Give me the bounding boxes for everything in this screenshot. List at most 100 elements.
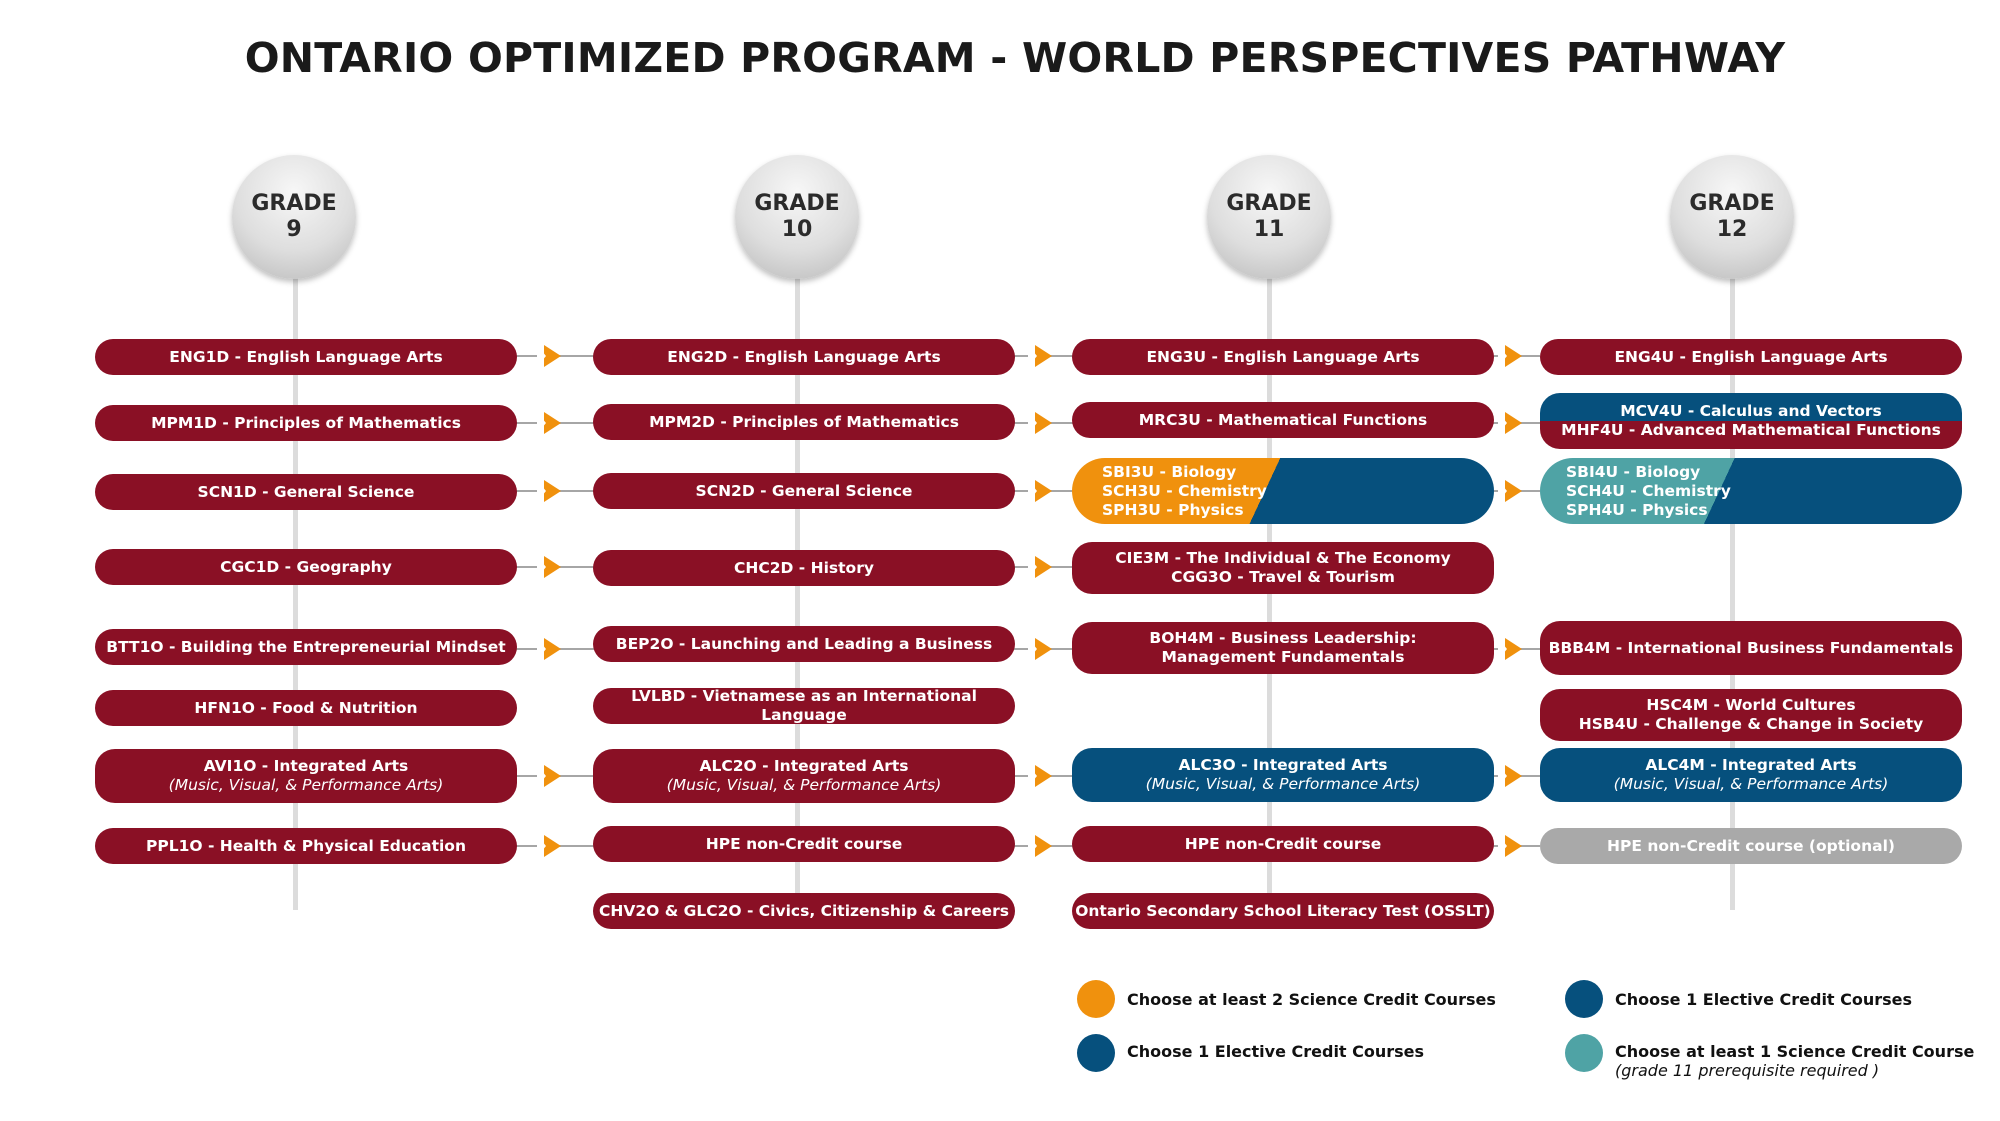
arrow-right-icon bbox=[1498, 345, 1522, 367]
arrow-right-icon bbox=[1498, 480, 1522, 502]
course-eng2d: ENG2D - English Language Arts bbox=[593, 339, 1015, 375]
course-eng1d: ENG1D - English Language Arts bbox=[95, 339, 517, 375]
course-label: ALC3O - Integrated Arts bbox=[1178, 756, 1388, 774]
arrow-right-icon bbox=[1028, 345, 1052, 367]
course-label: SPH3U - Physics bbox=[1102, 500, 1244, 519]
course-scn2d: SCN2D - General Science bbox=[593, 473, 1015, 509]
course-label: HPE non-Credit course bbox=[705, 834, 903, 853]
course-label: SCN2D - General Science bbox=[695, 481, 913, 500]
connector bbox=[515, 775, 1540, 777]
grade-9-circle: GRADE 9 bbox=[232, 155, 356, 279]
course-sublabel: (Music, Visual, & Performance Arts) bbox=[1613, 775, 1889, 793]
course-label: MHF4U - Advanced Mathematical Functions bbox=[1561, 421, 1941, 439]
grade-number: 10 bbox=[781, 217, 813, 242]
legend-blue-swatch bbox=[1565, 980, 1603, 1018]
grade-number: 12 bbox=[1716, 217, 1748, 242]
arrow-right-icon bbox=[537, 412, 561, 434]
course-label: AVI1O - Integrated Arts bbox=[203, 757, 409, 775]
course-sublabel: (Music, Visual, & Performance Arts) bbox=[666, 776, 942, 794]
course-label: SCH3U - Chemistry bbox=[1102, 481, 1267, 500]
course-label: HPE non-Credit course (optional) bbox=[1607, 836, 1895, 855]
elective-choice-grade-11: CIE3M - The Individual & The Economy CGG… bbox=[1072, 542, 1494, 594]
arrow-right-icon bbox=[1498, 765, 1522, 787]
course-hpe-10: HPE non-Credit course bbox=[593, 826, 1015, 862]
course-label: CGC1D - Geography bbox=[220, 557, 392, 576]
course-label: HSB4U - Challenge & Change in Society bbox=[1578, 715, 1924, 733]
arrow-right-icon bbox=[537, 835, 561, 857]
grade-10-circle: GRADE 10 bbox=[735, 155, 859, 279]
arrow-right-icon bbox=[1028, 835, 1052, 857]
course-label: SPH4U - Physics bbox=[1566, 500, 1708, 519]
connector bbox=[515, 422, 1540, 424]
course-avi1o: AVI1O - Integrated Arts (Music, Visual, … bbox=[95, 749, 517, 803]
arrow-right-icon bbox=[537, 480, 561, 502]
course-label: MPM1D - Principles of Mathematics bbox=[151, 413, 461, 432]
course-alc3o: ALC3O - Integrated Arts (Music, Visual, … bbox=[1072, 748, 1494, 802]
legend-blue-swatch bbox=[1077, 1034, 1115, 1072]
course-label: BEP2O - Launching and Leading a Business bbox=[615, 634, 993, 653]
arrow-right-icon bbox=[1028, 556, 1052, 578]
legend-note: (grade 11 prerequisite required ) bbox=[1615, 1061, 1880, 1080]
course-chv2o-glc2o: CHV2O & GLC2O - Civics, Citizenship & Ca… bbox=[593, 893, 1015, 929]
course-label: ENG1D - English Language Arts bbox=[169, 347, 443, 366]
legend-label-text: Choose at least 1 Science Credit Course bbox=[1615, 1042, 1975, 1061]
social-choice-grade-12: HSC4M - World Cultures HSB4U - Challenge… bbox=[1540, 689, 1962, 741]
course-label: SBI4U - Biology bbox=[1566, 462, 1701, 481]
course-label: HSC4M - World Cultures bbox=[1646, 696, 1856, 714]
course-label: Management Fundamentals bbox=[1161, 648, 1405, 666]
course-boh4m: BOH4M - Business Leadership: Management … bbox=[1072, 622, 1494, 674]
legend-orange-swatch bbox=[1077, 980, 1115, 1018]
course-label: BOH4M - Business Leadership: bbox=[1149, 629, 1417, 647]
course-label: SCN1D - General Science bbox=[197, 482, 415, 501]
course-mpm2d: MPM2D - Principles of Mathematics bbox=[593, 404, 1015, 440]
grade-label: GRADE bbox=[251, 191, 337, 216]
course-bep2o: BEP2O - Launching and Leading a Business bbox=[593, 626, 1015, 662]
course-mpm1d: MPM1D - Principles of Mathematics bbox=[95, 405, 517, 441]
course-osslt: Ontario Secondary School Literacy Test (… bbox=[1072, 893, 1494, 929]
course-label: PPL1O - Health & Physical Education bbox=[146, 836, 466, 855]
course-label: BBB4M - International Business Fundament… bbox=[1548, 638, 1954, 657]
arrow-right-icon bbox=[537, 345, 561, 367]
arrow-right-icon bbox=[537, 556, 561, 578]
course-label: CGG3O - Travel & Tourism bbox=[1171, 568, 1395, 586]
arrow-right-icon bbox=[537, 765, 561, 787]
course-cgc1d: CGC1D - Geography bbox=[95, 549, 517, 585]
course-lvlbd: LVLBD - Vietnamese as an International L… bbox=[593, 687, 1015, 724]
connector bbox=[515, 490, 1540, 492]
grade-number: 9 bbox=[286, 217, 302, 242]
course-hpe-12-optional: HPE non-Credit course (optional) bbox=[1540, 828, 1962, 864]
course-eng3u: ENG3U - English Language Arts bbox=[1072, 339, 1494, 375]
connector bbox=[515, 648, 1540, 650]
legend-label: Choose at least 1 Science Credit Course … bbox=[1615, 1042, 1974, 1080]
arrow-right-icon bbox=[1028, 412, 1052, 434]
course-scn1d: SCN1D - General Science bbox=[95, 474, 517, 510]
course-bbb4m: BBB4M - International Business Fundament… bbox=[1540, 621, 1962, 675]
grade-number: 11 bbox=[1253, 217, 1285, 242]
page-title: ONTARIO OPTIMIZED PROGRAM - WORLD PERSPE… bbox=[244, 34, 1786, 82]
grade-11-circle: GRADE 11 bbox=[1207, 155, 1331, 279]
course-label: MCV4U - Calculus and Vectors bbox=[1620, 402, 1882, 420]
course-hpe-11: HPE non-Credit course bbox=[1072, 826, 1494, 862]
grade-label: GRADE bbox=[754, 191, 840, 216]
course-label: MPM2D - Principles of Mathematics bbox=[649, 412, 959, 431]
course-label: ENG2D - English Language Arts bbox=[667, 347, 941, 366]
legend-label: Choose 1 Elective Credit Courses bbox=[1615, 990, 1913, 1009]
course-sublabel: (Music, Visual, & Performance Arts) bbox=[168, 776, 444, 794]
course-label: ALC2O - Integrated Arts bbox=[699, 757, 909, 775]
course-alc4m: ALC4M - Integrated Arts (Music, Visual, … bbox=[1540, 748, 1962, 802]
arrow-right-icon bbox=[1498, 835, 1522, 857]
course-label: SCH4U - Chemistry bbox=[1566, 481, 1731, 500]
course-label: Ontario Secondary School Literacy Test (… bbox=[1075, 901, 1491, 920]
science-choice-grade-12: SBI4U - Biology SCH4U - Chemistry SPH4U … bbox=[1540, 458, 1962, 524]
course-chc2d: CHC2D - History bbox=[593, 550, 1015, 586]
course-ppl1o: PPL1O - Health & Physical Education bbox=[95, 828, 517, 864]
timeline-grade-12 bbox=[1730, 250, 1735, 910]
course-label: HFN1O - Food & Nutrition bbox=[194, 698, 418, 717]
course-eng4u: ENG4U - English Language Arts bbox=[1540, 339, 1962, 375]
math-choice-grade-12: MCV4U - Calculus and Vectors MHF4U - Adv… bbox=[1540, 393, 1962, 449]
arrow-right-icon bbox=[1028, 765, 1052, 787]
legend-label: Choose 1 Elective Credit Courses bbox=[1127, 1042, 1425, 1061]
course-label: CHC2D - History bbox=[734, 558, 874, 577]
arrow-right-icon bbox=[537, 638, 561, 660]
arrow-right-icon bbox=[1028, 480, 1052, 502]
